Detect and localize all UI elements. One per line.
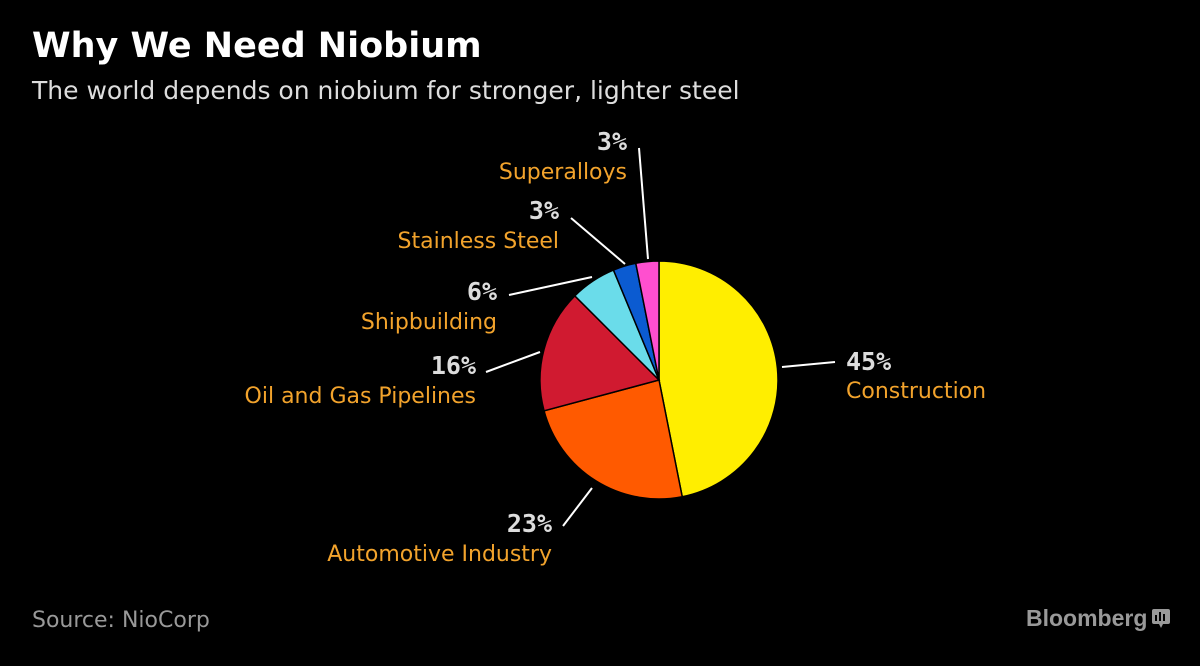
value-label-construction: 45% bbox=[846, 347, 891, 376]
value-label-superalloys: 3% bbox=[597, 127, 627, 156]
pie-slice-superalloys bbox=[634, 260, 660, 381]
source-note: Source: NioCorp bbox=[32, 608, 210, 633]
leader-line-automotive-industry bbox=[562, 487, 593, 527]
leader-line-oil-and-gas-pipelines bbox=[485, 351, 541, 373]
chart-subtitle: The world depends on niobium for stronge… bbox=[32, 76, 740, 105]
category-label-automotive-industry: Automotive Industry bbox=[327, 542, 552, 567]
value-label-stainless-steel: 3% bbox=[529, 196, 559, 225]
pie-slice-construction bbox=[658, 260, 779, 498]
value-label-oil-and-gas-pipelines: 16% bbox=[431, 351, 476, 380]
leader-line-superalloys bbox=[638, 147, 649, 260]
leader-line-stainless-steel bbox=[570, 217, 626, 265]
category-label-construction: Construction bbox=[846, 379, 986, 404]
category-label-superalloys: Superalloys bbox=[499, 160, 627, 185]
brand-name: Bloomberg bbox=[1026, 605, 1148, 631]
category-label-shipbuilding: Shipbuilding bbox=[361, 310, 497, 335]
bloomberg-terminal-icon bbox=[1152, 608, 1171, 628]
pie-slice-automotive-industry bbox=[543, 379, 684, 500]
pie-slice-oil-and-gas-pipelines bbox=[539, 294, 661, 412]
category-label-oil-and-gas-pipelines: Oil and Gas Pipelines bbox=[245, 384, 476, 409]
chart-title: Why We Need Niobium bbox=[32, 26, 482, 66]
leader-line-shipbuilding bbox=[508, 276, 593, 296]
value-label-shipbuilding: 6% bbox=[467, 277, 497, 306]
brand-logo: Bloomberg bbox=[1026, 605, 1171, 632]
category-label-stainless-steel: Stainless Steel bbox=[398, 229, 559, 254]
leader-line-construction bbox=[781, 361, 836, 368]
value-label-automotive-industry: 23% bbox=[507, 509, 552, 538]
